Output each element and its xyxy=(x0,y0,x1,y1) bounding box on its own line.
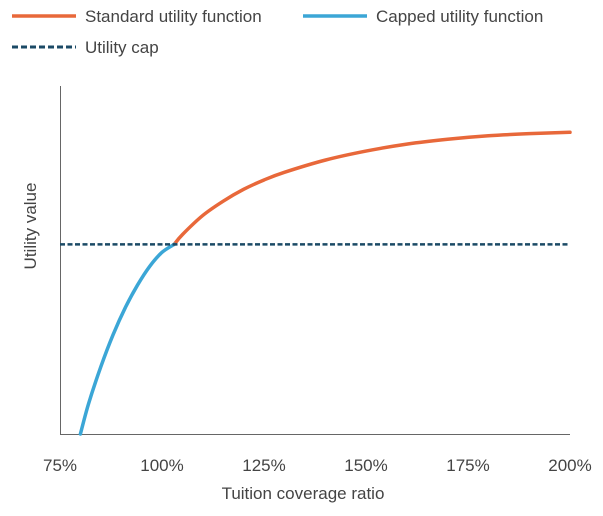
legend-item-standard: Standard utility function xyxy=(12,7,262,26)
y-axis-title: Utility value xyxy=(21,183,40,270)
series-line-capped-utility xyxy=(78,242,176,436)
legend-label-standard: Standard utility function xyxy=(85,7,262,26)
legend-label-utility-cap: Utility cap xyxy=(85,38,159,57)
x-axis-title: Tuition coverage ratio xyxy=(222,484,385,503)
legend: Standard utility function Capped utility… xyxy=(12,7,543,57)
x-tick-label: 125% xyxy=(242,456,285,475)
x-tick-label: 200% xyxy=(548,456,591,475)
x-tick-label: 100% xyxy=(140,456,183,475)
series-line-standard-utility xyxy=(172,130,572,247)
x-tick-label: 150% xyxy=(344,456,387,475)
legend-item-capped: Capped utility function xyxy=(303,7,543,26)
x-tick-label: 175% xyxy=(446,456,489,475)
legend-label-capped: Capped utility function xyxy=(376,7,543,26)
x-tick-label: 75% xyxy=(43,456,77,475)
legend-item-utility-cap: Utility cap xyxy=(12,38,159,57)
plot-area xyxy=(60,130,572,436)
x-tick-labels: 75% 100% 125% 150% 175% 200% xyxy=(43,456,592,475)
